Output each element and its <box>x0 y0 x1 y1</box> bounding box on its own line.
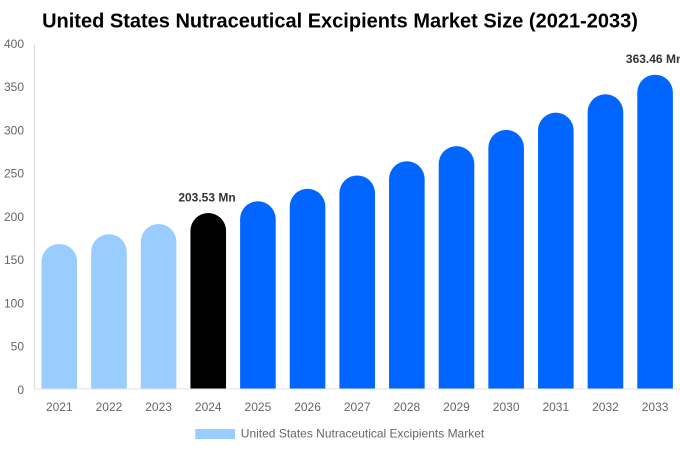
svg-text:400: 400 <box>4 37 24 51</box>
svg-text:2032: 2032 <box>592 400 619 414</box>
svg-text:2030: 2030 <box>493 400 520 414</box>
svg-text:United States Nutraceutical Ex: United States Nutraceutical Excipients M… <box>241 426 485 440</box>
svg-text:2028: 2028 <box>393 400 420 414</box>
svg-text:2033: 2033 <box>642 400 669 414</box>
svg-text:2029: 2029 <box>443 400 470 414</box>
svg-text:203.53 Mn: 203.53 Mn <box>178 191 235 205</box>
svg-text:United States Nutraceutical Ex: United States Nutraceutical Excipients M… <box>42 11 638 33</box>
svg-text:200: 200 <box>4 210 24 224</box>
svg-text:2026: 2026 <box>294 400 321 414</box>
svg-text:100: 100 <box>4 296 24 310</box>
svg-text:250: 250 <box>4 167 24 181</box>
svg-text:350: 350 <box>4 80 24 94</box>
svg-text:2023: 2023 <box>145 400 172 414</box>
svg-text:50: 50 <box>11 340 25 354</box>
svg-text:2021: 2021 <box>46 400 73 414</box>
svg-text:2031: 2031 <box>542 400 569 414</box>
svg-text:0: 0 <box>17 383 24 397</box>
svg-text:150: 150 <box>4 253 24 267</box>
svg-text:300: 300 <box>4 123 24 137</box>
svg-text:363.46 Mn: 363.46 Mn <box>626 52 680 66</box>
svg-text:2025: 2025 <box>245 400 272 414</box>
svg-text:2027: 2027 <box>344 400 371 414</box>
svg-text:2022: 2022 <box>96 400 123 414</box>
svg-text:2024: 2024 <box>195 400 222 414</box>
